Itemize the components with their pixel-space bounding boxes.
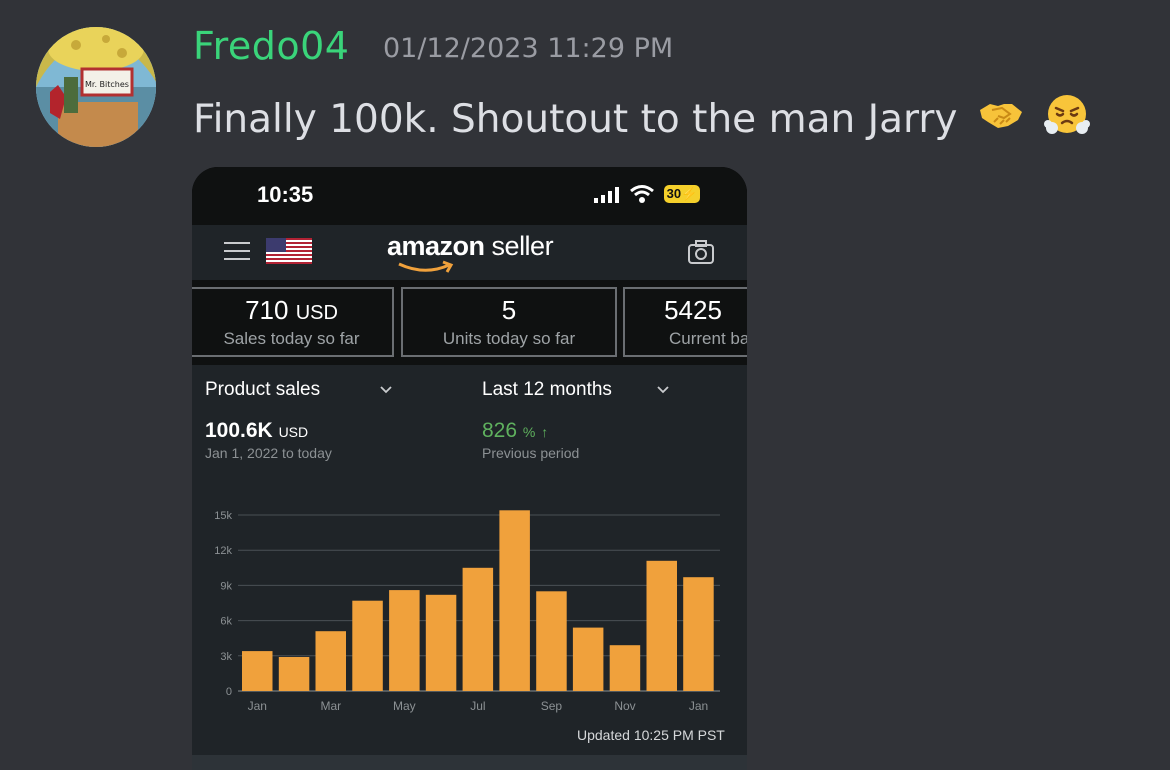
battery-indicator: 30⚡	[664, 185, 700, 203]
current-balance-value: 5425	[664, 295, 722, 325]
bar-aug-7[interactable]	[499, 510, 530, 691]
total-sales-value: 100.6K	[205, 419, 273, 442]
x-tick-label: Jan	[689, 699, 708, 713]
sales-today-value: 710	[245, 295, 289, 325]
bar-nov-10[interactable]	[609, 645, 641, 691]
wifi-icon	[630, 185, 654, 203]
phone-status-bar: 10:35 30⚡	[192, 167, 747, 225]
x-tick-label: Nov	[614, 699, 635, 713]
total-sales-range: Jan 1, 2022 to today	[205, 445, 332, 461]
avatar-image: Mr. Bitches	[36, 27, 156, 147]
units-today-value: 5	[501, 295, 517, 325]
face-with-steam-emoji[interactable]	[1044, 92, 1091, 138]
period-selector[interactable]: Last 12 months	[482, 379, 612, 400]
period-change-unit: %	[522, 424, 536, 440]
app-header: amazon seller	[192, 225, 747, 280]
current-balance-label: Current ba	[669, 329, 747, 348]
total-sales-unit: USD	[278, 424, 309, 440]
total-sales: 100.6K USD	[205, 419, 308, 443]
units-today-card[interactable]: 5 Units today so far	[401, 287, 617, 357]
updated-timestamp: Updated 10:25 PM PST	[577, 727, 725, 743]
bar-apr-3[interactable]	[352, 600, 383, 691]
x-tick-label: Jul	[470, 699, 485, 713]
up-arrow-icon: ↑	[541, 424, 549, 440]
y-tick-label: 0	[226, 686, 232, 698]
period-change-label: Previous period	[482, 445, 580, 461]
amazon-seller-logo: amazon seller	[387, 231, 554, 262]
bar-jan-12[interactable]	[683, 577, 714, 691]
camera-icon[interactable]	[687, 238, 715, 266]
menu-icon[interactable]	[224, 242, 250, 262]
bar-oct-9[interactable]	[572, 627, 604, 691]
bar-jan-0[interactable]	[242, 651, 273, 691]
attached-screenshot[interactable]: 10:35 30⚡	[192, 167, 747, 770]
y-tick-label: 9k	[220, 580, 232, 592]
sales-today-unit: USD	[295, 302, 338, 324]
current-balance-card[interactable]: 5425 Current ba	[623, 287, 747, 357]
logo-brand: amazon	[387, 231, 485, 261]
handshake-emoji[interactable]	[978, 92, 1024, 138]
y-tick-label: 15k	[214, 510, 232, 522]
message-text: Finally 100k. Shoutout to the man Jarry	[193, 92, 1091, 142]
x-tick-label: Jan	[248, 699, 267, 713]
bar-jun-5[interactable]	[425, 594, 457, 691]
cellular-signal-icon	[594, 187, 619, 203]
status-clock: 10:35	[257, 182, 314, 207]
charging-icon: ⚡	[681, 186, 698, 201]
chevron-down-icon[interactable]	[656, 385, 670, 395]
bar-dec-11[interactable]	[646, 560, 678, 691]
y-tick-label: 6k	[220, 616, 232, 628]
logo-suffix: seller	[491, 231, 554, 261]
sales-today-label: Sales today so far	[223, 329, 360, 348]
summary-cards: 710 USD Sales today so far 5 Units today…	[192, 280, 747, 365]
panel-bottom-edge	[192, 755, 747, 770]
sales-panel: Product sales Last 12 months 100.6K USD …	[192, 365, 747, 770]
x-tick-label: Sep	[541, 699, 563, 713]
period-change-value: 826	[482, 419, 518, 442]
bar-jul-6[interactable]	[462, 567, 494, 691]
message-timestamp: 01/12/2023 11:29 PM	[383, 33, 674, 64]
period-change: 826 % ↑	[482, 419, 548, 443]
us-flag-icon[interactable]	[266, 238, 312, 264]
message-body: Finally 100k. Shoutout to the man Jarry	[193, 97, 958, 142]
sales-bar-chart: 0 3k 6k 9k 12k 15k Jan Mar May Jul Sep Nov Jan	[214, 510, 720, 713]
x-tick-label: Mar	[320, 699, 341, 713]
battery-level: 30	[666, 186, 682, 201]
metric-selector[interactable]: Product sales	[205, 379, 321, 400]
y-tick-label: 3k	[220, 651, 232, 663]
bar-feb-1[interactable]	[278, 657, 310, 691]
avatar-label: Mr. Bitches	[85, 80, 129, 89]
x-tick-label: May	[393, 699, 416, 713]
bar-mar-2[interactable]	[315, 631, 347, 691]
bar-may-4[interactable]	[389, 590, 420, 691]
username[interactable]: Fredo04	[193, 24, 350, 68]
y-tick-label: 12k	[214, 545, 232, 557]
units-today-label: Units today so far	[442, 329, 576, 348]
user-avatar[interactable]: Mr. Bitches	[36, 27, 156, 147]
amazon-smile-icon	[398, 260, 454, 273]
bar-sep-8[interactable]	[536, 591, 567, 691]
sales-today-card[interactable]: 710 USD Sales today so far	[192, 287, 394, 357]
chevron-down-icon[interactable]	[379, 385, 393, 395]
